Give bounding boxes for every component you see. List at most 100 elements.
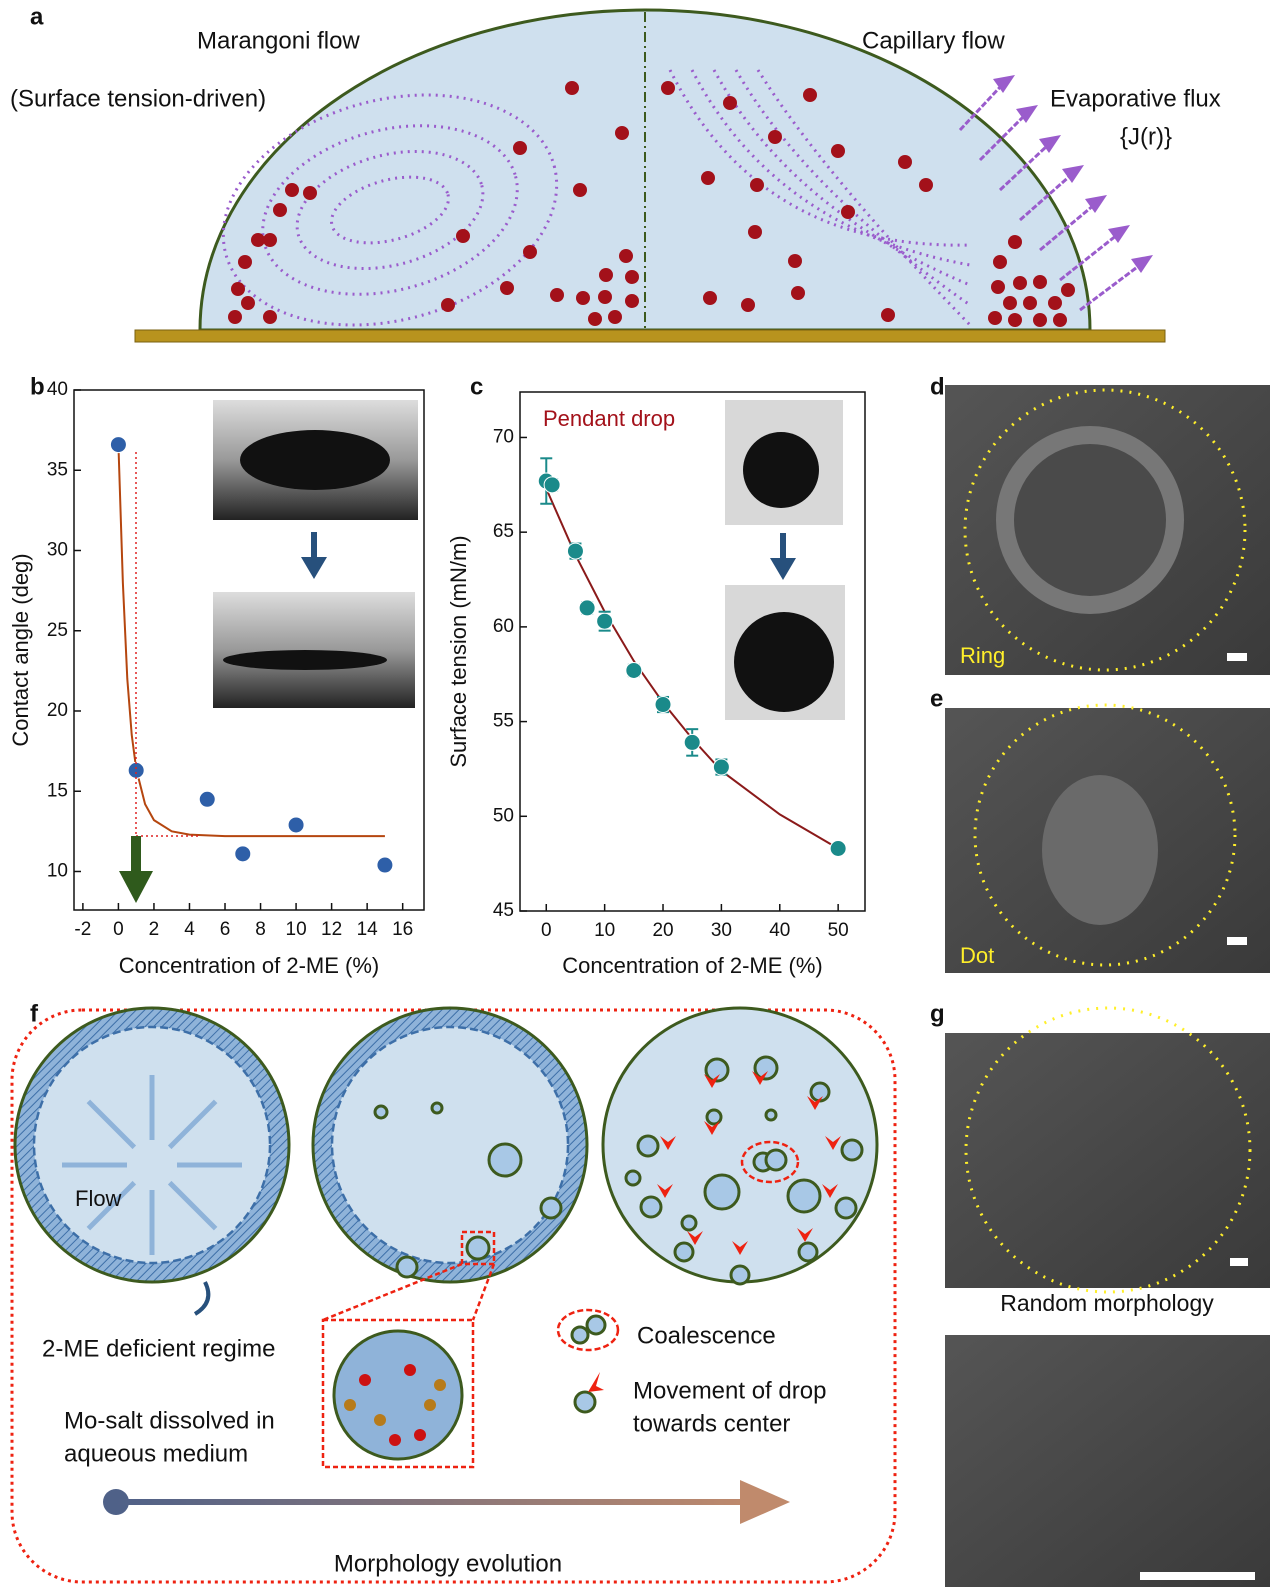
legend-drop [572,1327,588,1343]
data-point [830,840,846,856]
data-point [235,846,251,862]
small-drop [641,1197,661,1217]
data-point [597,613,613,629]
sem-image [945,1335,1270,1587]
molecule [359,1374,371,1386]
y-tick-label: 25 [47,620,68,641]
particle [608,310,622,324]
small-drop [766,1110,776,1120]
evolution-head [740,1480,790,1524]
particle [1053,313,1067,327]
data-point [684,734,700,750]
inset-drop [223,650,387,670]
particle [898,155,912,169]
x-tick-label: 2 [149,919,160,940]
particle [831,144,845,158]
image-caption: Random morphology [1000,1290,1214,1316]
data-point [655,697,671,713]
x-tick-label: 50 [828,920,849,941]
small-drop [788,1180,820,1212]
particle [523,245,537,259]
data-point [110,437,126,453]
panel-label: b [30,373,45,400]
small-drop [375,1106,387,1118]
scale-bar [1140,1572,1255,1580]
flux-arrowhead [1016,105,1038,123]
particle [741,298,755,312]
particle [993,255,1007,269]
particle [750,178,764,192]
molecule [344,1399,356,1411]
particle [285,183,299,197]
particle [988,311,1002,325]
particle [513,141,527,155]
down-arrow [770,533,796,580]
small-drop [489,1144,521,1176]
particle [723,96,737,110]
particle [599,268,613,282]
particle [273,203,287,217]
regime-pointer [195,1282,208,1314]
y-tick-label: 45 [493,900,514,921]
y-tick-label: 15 [47,780,68,801]
particle [251,233,265,247]
particle [1008,235,1022,249]
data-point [626,662,642,678]
panel-label: g [930,1000,945,1027]
molecule [389,1434,401,1446]
x-tick-label: 6 [220,919,231,940]
small-drop [731,1266,749,1284]
particle [788,254,802,268]
inset-drop [734,612,834,712]
panel-label: d [930,373,945,400]
small-drop [836,1198,856,1218]
y-tick-label: 50 [493,805,514,826]
inset-drop [743,432,819,508]
particle [919,178,933,192]
data-point [128,762,144,778]
x-tick-label: -2 [74,919,91,940]
particle [228,310,242,324]
particle [615,126,629,140]
inset-drop [240,430,390,490]
left-subtitle: (Surface tension-driven) [10,85,266,112]
particle [1048,296,1062,310]
flux-arrowhead [1085,195,1107,213]
particle [881,308,895,322]
x-tick-label: 0 [113,919,124,940]
particle [576,291,590,305]
y-axis-label: Surface tension (mN/m) [446,535,471,767]
particle [1033,313,1047,327]
particle [625,270,639,284]
data-point [377,857,393,873]
movement-label: towards center [633,1410,790,1437]
small-drop [675,1243,693,1261]
crater [1005,435,1175,605]
x-tick-label: 30 [711,920,732,941]
particle [263,233,277,247]
data-point [713,759,729,775]
flux-label: Evaporative flux [1050,85,1221,112]
particle [303,186,317,200]
y-tick-label: 35 [47,459,68,480]
molecule [374,1414,386,1426]
regime-label: 2-ME deficient regime [42,1335,275,1362]
coalescence-label: Coalescence [637,1322,776,1349]
particle [441,298,455,312]
small-drop [638,1136,658,1156]
particle [1008,313,1022,327]
y-tick-label: 30 [47,540,68,561]
scale-bar [1227,653,1247,661]
legend-pointer [588,1372,604,1392]
small-drop [755,1057,777,1079]
x-axis-label: Concentration of 2-ME (%) [562,953,822,978]
sem-image [945,1033,1270,1288]
x-tick-label: 10 [594,920,615,941]
particle [231,282,245,296]
x-tick-label: 0 [541,920,552,941]
particle [803,88,817,102]
particle [456,229,470,243]
y-tick-label: 70 [493,426,514,447]
x-tick-label: 20 [652,920,673,941]
particle [565,81,579,95]
